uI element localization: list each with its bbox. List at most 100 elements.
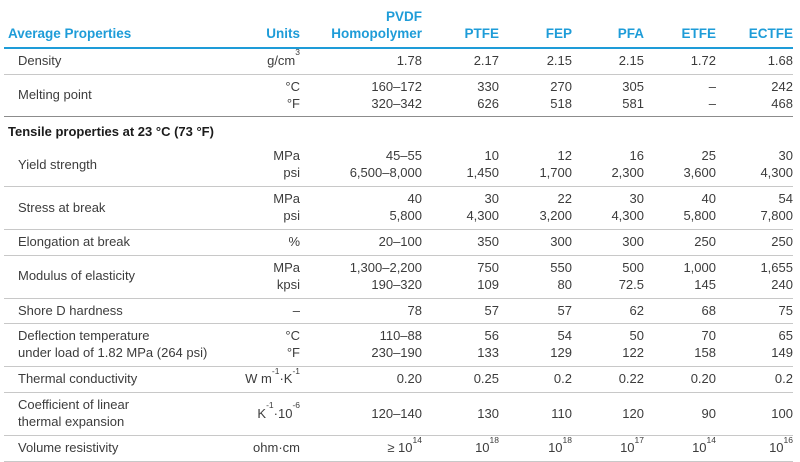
value-cell: 1.72 [690, 52, 716, 68]
units-cell: K-1·10-6 [257, 400, 300, 421]
value-cell: 57 [484, 302, 499, 318]
value-cell: 160–172 320–342 [371, 78, 422, 111]
value-cell: 250 [771, 233, 793, 249]
value-cell: 300 [622, 233, 644, 249]
table-row: Coefficient of linear thermal expansion K-… [4, 393, 793, 436]
properties-table: Average Properties Units PVDF Homopolymer… [4, 5, 793, 462]
column-header-ptfe: PTFE [422, 5, 499, 49]
value-cell: 250 [694, 233, 716, 249]
value-cell: 30 4,300 [611, 191, 644, 223]
value-cell: 10 1,450 [466, 148, 499, 181]
value-cell: 305 581 [622, 78, 644, 111]
value-cell: 100 [771, 405, 793, 421]
value-cell: 130 [477, 405, 499, 421]
units-cell: MPa psi [273, 148, 300, 181]
value-cell: 54 7,800 [760, 191, 793, 223]
column-header-average-properties: Average Properties [4, 5, 228, 49]
table-header: Average Properties Units PVDF Homopolymer… [4, 5, 793, 49]
value-cell: 110 [551, 405, 572, 421]
column-header-ectfe: ECTFE [716, 5, 793, 49]
table-body: Density g/cm3 1.78 2.17 2.15 2.15 1.72 1.68 Melt… [4, 48, 793, 462]
value-cell: 0.20 [396, 371, 422, 387]
column-header-pvdf-homopolymer: PVDF Homopolymer [300, 5, 422, 49]
units-cell: % [288, 233, 300, 249]
table-row: Elongation at break% 20–100 350 300 300 250 25… [4, 229, 793, 256]
value-cell: 1,300–2,200 190–320 [349, 259, 422, 292]
property-name: Thermal conductivity [18, 371, 138, 387]
units-cell: ohm·cm [253, 439, 300, 455]
column-header-line2: Homopolymer [331, 25, 422, 41]
value-cell: 1017 [620, 434, 644, 455]
property-name: Melting point [18, 87, 92, 103]
value-cell: 75 [778, 302, 793, 318]
property-name: Modulus of elasticity [18, 268, 136, 284]
value-cell: 550 80 [550, 259, 572, 292]
section-header-row: Tensile properties at 23 °C (73 °F) [4, 117, 793, 144]
column-header-line1: PVDF [385, 9, 422, 24]
value-cell: 500 72.5 [618, 259, 644, 292]
column-header-etfe: ETFE [644, 5, 716, 49]
value-cell: 50 122 [622, 328, 644, 361]
value-cell: – – [708, 78, 716, 111]
value-cell: ≥ 1014 [387, 434, 422, 455]
value-cell: 110–88 230–190 [371, 328, 422, 361]
value-cell: 1018 [475, 434, 499, 455]
value-cell: 25 3,600 [683, 148, 716, 181]
value-cell: 270 518 [550, 78, 572, 111]
property-name: Yield strength [18, 156, 98, 172]
value-cell: 1.78 [396, 52, 422, 68]
property-name: Density [18, 52, 62, 68]
value-cell: 12 1,700 [539, 148, 572, 181]
value-cell: 54 129 [550, 328, 572, 361]
property-name: Stress at break [18, 199, 106, 215]
value-cell: 16 2,300 [611, 148, 644, 181]
table-row: Volume resistivity ohm·cm ≥ 1014 1018 1018 10… [4, 434, 793, 462]
table-row: Stress at break MPa psi 40 5,800 30 4,300 22 3,2… [4, 187, 793, 230]
value-cell: 22 3,200 [539, 191, 572, 223]
units-cell: °C °F [285, 328, 300, 361]
value-cell: 30 4,300 [466, 191, 499, 223]
property-name: Volume resistivity [18, 439, 119, 455]
property-name: Elongation at break [18, 233, 131, 249]
section-title: Tensile properties at 23 °C (73 °F) [8, 124, 214, 140]
value-cell: 68 [701, 302, 716, 318]
value-cell: 120 [622, 405, 644, 421]
value-cell: 120–140 [371, 405, 422, 421]
value-cell: 62 [629, 302, 644, 318]
column-header-units: Units [228, 5, 300, 49]
table-row: Deflection temperature under load of 1.82… [4, 324, 793, 367]
value-cell: 750 109 [477, 259, 499, 292]
value-cell: 20–100 [378, 233, 422, 249]
value-cell: 0.25 [473, 371, 499, 387]
table-row: Melting point °C °F 160–172 320–342 330 626 270… [4, 74, 793, 117]
column-header-fep: FEP [499, 5, 572, 49]
table-header-row: Average Properties Units PVDF Homopolymer… [4, 5, 793, 49]
value-cell: 2.15 [546, 52, 572, 68]
units-cell: – [292, 302, 300, 318]
value-cell: 1014 [692, 434, 716, 455]
value-cell: 90 [701, 405, 716, 421]
value-cell: 57 [557, 302, 572, 318]
value-cell: 1.68 [767, 52, 793, 68]
value-cell: 330 626 [477, 78, 499, 111]
value-cell: 0.22 [618, 371, 644, 387]
table-row: Yield strength MPa psi 45–55 6,500–8,000 10 1,… [4, 144, 793, 187]
units-cell: MPa kpsi [273, 259, 300, 292]
value-cell: 350 [477, 233, 499, 249]
table-row: Density g/cm3 1.78 2.17 2.15 2.15 1.72 1.68 [4, 48, 793, 75]
value-cell: 70 158 [694, 328, 716, 361]
value-cell: 40 5,800 [389, 191, 422, 223]
table-row: Thermal conductivity W m-1·K-1 0.20 0.25 0.2… [4, 367, 793, 393]
value-cell: 242 468 [771, 78, 793, 111]
value-cell: 0.20 [690, 371, 716, 387]
value-cell: 65 149 [771, 328, 793, 361]
column-header-pfa: PFA [572, 5, 644, 49]
value-cell: 40 5,800 [683, 191, 716, 223]
value-cell: 45–55 6,500–8,000 [349, 148, 422, 181]
value-cell: 0.2 [553, 371, 572, 387]
units-cell: W m-1·K-1 [245, 365, 300, 387]
value-cell: 1018 [548, 434, 572, 455]
property-name: Shore D hardness [18, 302, 123, 318]
value-cell: 1,000 145 [683, 259, 716, 292]
